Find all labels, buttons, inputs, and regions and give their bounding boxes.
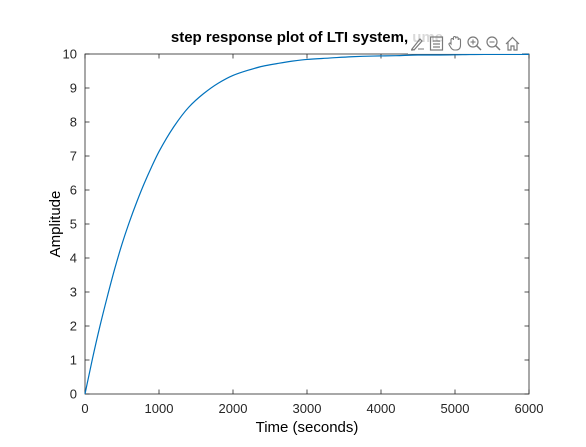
home-icon [505, 36, 520, 51]
brush-icon [411, 37, 424, 51]
y-tick-label: 4 [70, 251, 77, 266]
y-tick-label: 0 [70, 387, 77, 402]
axis-tick-labels: 0 1000 2000 3000 4000 5000 6000 0 1 2 3 4 5 6 7 8 9 10 [63, 47, 544, 417]
zoom-in-button[interactable] [465, 33, 484, 53]
x-tick-label: 1000 [145, 401, 174, 416]
y-tick-label: 2 [70, 319, 77, 334]
y-tick-label: 10 [63, 47, 77, 62]
x-tick-label: 4000 [367, 401, 396, 416]
y-tick-label: 6 [70, 183, 77, 198]
zoom-in-icon [467, 35, 482, 51]
y-tick-label: 8 [70, 115, 77, 130]
axes-toolbar [408, 32, 522, 54]
y-tick-label: 3 [70, 285, 77, 300]
pan-icon [448, 35, 462, 51]
x-tick-label: 3000 [293, 401, 322, 416]
zoom-out-button[interactable] [484, 33, 503, 53]
y-tick-label: 5 [70, 217, 77, 232]
x-tick-label: 0 [81, 401, 88, 416]
x-tick-label: 5000 [441, 401, 470, 416]
y-tick-label: 7 [70, 149, 77, 164]
series-layer [84, 53, 529, 395]
y-tick-label: 1 [70, 353, 77, 368]
zoom-out-icon [486, 35, 501, 51]
y-axis-label: Amplitude [47, 191, 64, 258]
pan-button[interactable] [446, 33, 465, 53]
x-axis-label: Time (seconds) [256, 419, 359, 436]
axes-box[interactable] [84, 53, 530, 395]
legend-button[interactable] [427, 33, 446, 53]
x-tick-label: 6000 [515, 401, 544, 416]
home-button[interactable] [503, 33, 522, 53]
legend-icon [429, 35, 444, 51]
y-tick-label: 9 [70, 81, 77, 96]
brush-button[interactable] [408, 33, 427, 53]
step-response-line[interactable] [84, 53, 529, 395]
x-tick-label: 2000 [219, 401, 248, 416]
chart-title: step response plot of LTI system, ume [171, 29, 443, 46]
